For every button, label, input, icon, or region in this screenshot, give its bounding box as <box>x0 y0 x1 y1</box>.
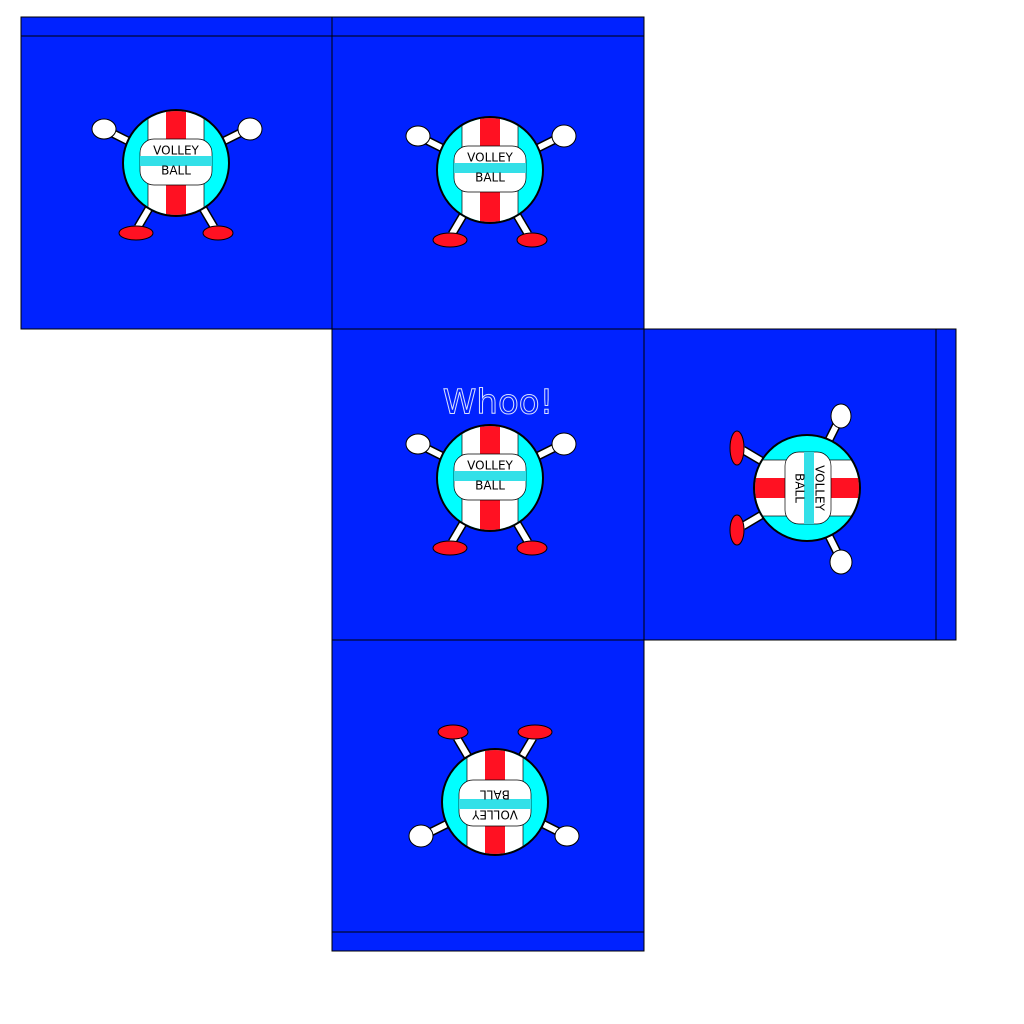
ball-text: VOLLEY <box>153 144 199 158</box>
ball-text: BALL <box>475 479 505 493</box>
caption: Whoo! <box>443 383 553 423</box>
ball-text: VOLLEY <box>471 808 517 822</box>
volleyball-character: VOLLEY BALL <box>409 725 579 862</box>
volleyball-character: VOLLEY BALL <box>406 110 576 247</box>
ball-text: VOLLEY <box>467 151 513 165</box>
volleyball-character: VOLLEY BALL <box>730 404 867 574</box>
volleyball-character: VOLLEY BALL <box>406 418 576 555</box>
ball-text: BALL <box>161 164 191 178</box>
ball-text: BALL <box>793 473 807 503</box>
ball-text: BALL <box>480 788 510 802</box>
ball-text: VOLLEY <box>813 465 827 511</box>
ball-text: VOLLEY <box>467 459 513 473</box>
ball-text: BALL <box>475 171 505 185</box>
volleyball-character: VOLLEY BALL <box>92 103 262 240</box>
